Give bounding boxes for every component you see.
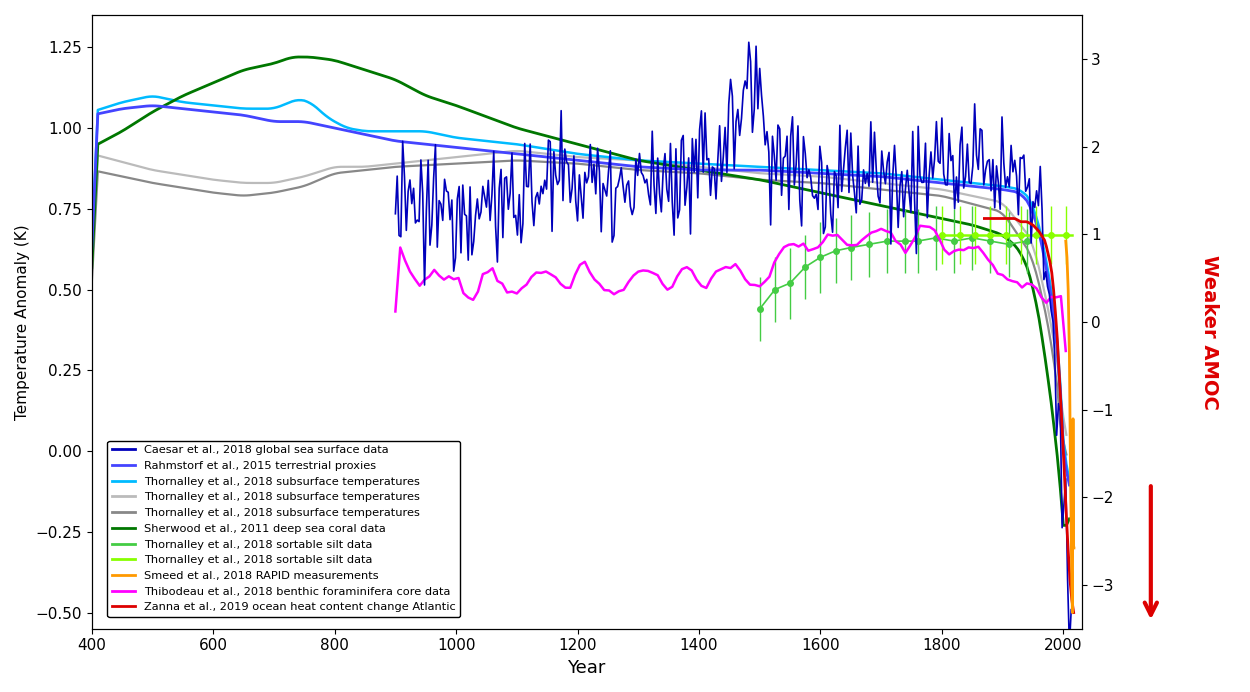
Y-axis label: Temperature Anomaly (K): Temperature Anomaly (K) <box>15 224 30 419</box>
Text: Weaker AMOC: Weaker AMOC <box>1200 255 1220 410</box>
Legend: Caesar et al., 2018 global sea surface data, Rahmstorf et al., 2015 terrestrial : Caesar et al., 2018 global sea surface d… <box>107 441 460 617</box>
X-axis label: Year: Year <box>568 659 606 677</box>
